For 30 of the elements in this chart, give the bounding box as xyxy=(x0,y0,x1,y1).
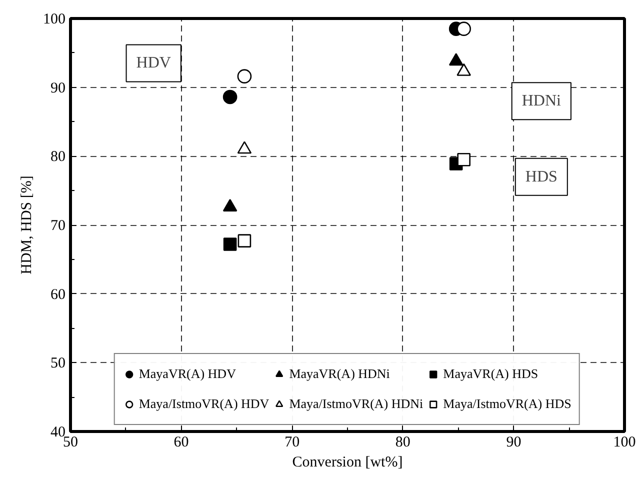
y-tick-label: 100 xyxy=(43,12,66,28)
legend-label: Maya/IstmoVR(A) HDS xyxy=(443,395,572,413)
x-tick-label: 70 xyxy=(284,434,300,450)
y-axis-title: HDM, HDS [%] xyxy=(19,176,35,274)
y-tick-label: 70 xyxy=(50,218,66,234)
x-tick-label: 80 xyxy=(395,434,410,450)
y-tick-label: 60 xyxy=(50,286,66,303)
y-tick-label: 80 xyxy=(50,149,66,166)
y-tick-label: 50 xyxy=(50,356,66,372)
x-tick-label: 100 xyxy=(613,434,636,450)
point xyxy=(222,90,238,104)
point xyxy=(456,22,471,36)
x-tick-label: 90 xyxy=(506,434,522,450)
legend-label: MayaVR(A) HDS xyxy=(443,365,540,383)
legend-label: MayaVR(A) HDV xyxy=(138,365,237,383)
annotation: HDNi xyxy=(522,92,562,110)
annotation: HDV xyxy=(136,54,172,72)
y-tick-label: 40 xyxy=(50,424,66,440)
y-tick-label: 90 xyxy=(50,80,66,96)
legend-label: Maya/IstmoVR(A) HDNi xyxy=(289,395,424,413)
legend-label: Maya/IstmoVR(A) HDV xyxy=(138,395,270,413)
x-axis-title: Conversion [wt%] xyxy=(292,454,403,470)
point xyxy=(457,152,470,166)
point xyxy=(223,238,237,251)
point xyxy=(237,69,252,84)
x-tick-label: 50 xyxy=(63,434,78,450)
annotation: HDS xyxy=(525,168,558,186)
x-tick-label: 60 xyxy=(174,434,189,450)
point xyxy=(238,234,252,248)
legend-label: MayaVR(A) HDNi xyxy=(289,365,391,383)
